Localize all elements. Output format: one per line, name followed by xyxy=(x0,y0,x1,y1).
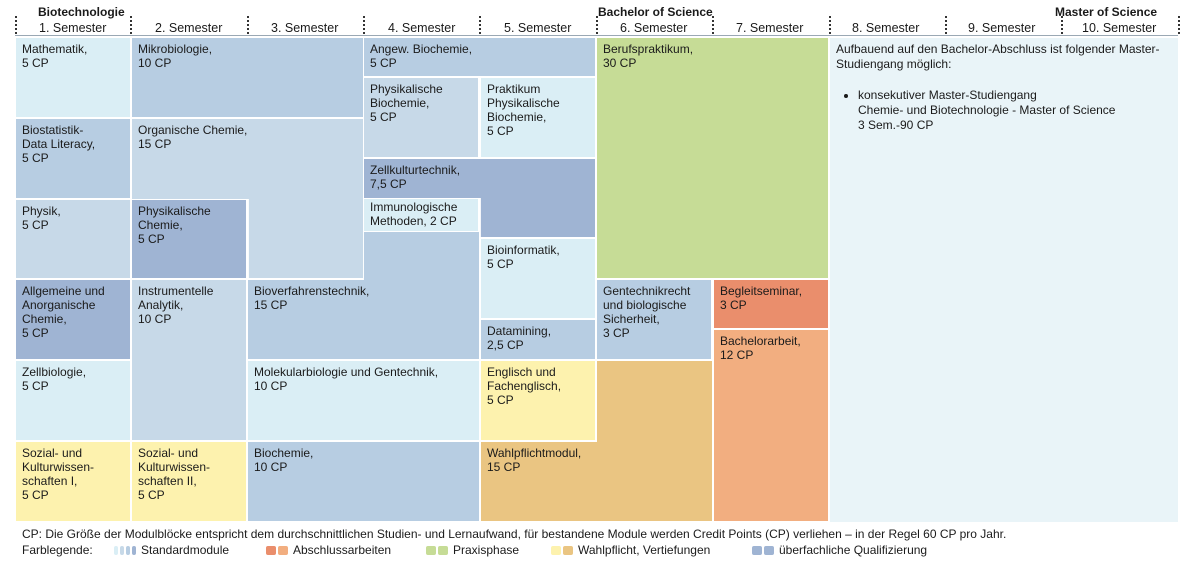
module-zellbiologie: Zellbiologie, 5 CP xyxy=(16,361,130,440)
biotech-title: Biotechnologie xyxy=(38,5,125,19)
legend-qualifizierung: überfachliche Qualifizierung xyxy=(752,543,927,557)
semester-separator xyxy=(1178,16,1180,34)
semester-4-label: 4. Semester xyxy=(388,21,456,35)
legend-wahlpflicht: Wahlpflicht, Vertiefungen xyxy=(551,543,710,557)
module-biochemie: Biochemie, 10 CP xyxy=(248,442,479,521)
semester-10-label: 10. Semester xyxy=(1082,21,1157,35)
module-begleitseminar: Begleitseminar, 3 CP xyxy=(714,280,828,328)
module-sozial-1: Sozial- und Kulturwissen- schaften I, 5 … xyxy=(16,442,130,521)
semester-9-label: 9. Semester xyxy=(968,21,1036,35)
semester-separator xyxy=(829,16,831,34)
module-physik: Physik, 5 CP xyxy=(16,200,130,278)
bachelor-title: Bachelor of Science xyxy=(598,5,713,19)
module-gentechnikrecht: Gentechnikrecht und biologische Sicherhe… xyxy=(597,280,711,359)
module-biostatistik: Biostatistik- Data Literacy, 5 CP xyxy=(16,119,130,198)
semester-separator xyxy=(130,16,132,34)
module-englisch: Englisch und Fachenglisch, 5 CP xyxy=(481,361,595,440)
legend-abschlussarbeiten: Abschlussarbeiten xyxy=(266,543,391,557)
semester-1-label: 1. Semester xyxy=(39,21,107,35)
module-bioinformatik: Bioinformatik, 5 CP xyxy=(481,239,595,318)
semester-2-label: 2. Semester xyxy=(155,21,223,35)
module-angew-biochemie: Angew. Biochemie, 5 CP xyxy=(364,38,595,76)
module-sozial-2: Sozial- und Kulturwissen- schaften II, 5… xyxy=(132,442,246,521)
master-info-bullet: konsekutiver Master-Studiengang Chemie- … xyxy=(858,88,1172,133)
legend-standardmodule: Standardmodule xyxy=(114,543,229,557)
orange-swatch-icon xyxy=(266,545,290,555)
multi-blue-swatch-icon xyxy=(114,545,138,555)
semester-separator xyxy=(363,16,365,34)
legend-label: Farblegende: xyxy=(22,543,93,557)
semester-separator xyxy=(945,16,947,34)
module-molekularbiologie: Molekularbiologie und Gentechnik, 10 CP xyxy=(248,361,479,440)
wahlpflicht-extension xyxy=(597,361,712,442)
master-info-panel: Aufbauend auf den Bachelor-Abschluss ist… xyxy=(830,38,1178,522)
blue-swatch-icon xyxy=(752,545,776,555)
semester-separator xyxy=(596,16,598,34)
semester-separator xyxy=(15,16,17,34)
green-swatch-icon xyxy=(426,545,450,555)
module-wahlpflichtmodul: Wahlpflichtmodul, 15 CP xyxy=(481,442,712,521)
module-bachelorarbeit: Bachelorarbeit, 12 CP xyxy=(714,330,828,521)
semester-separator xyxy=(479,16,481,34)
footnote: CP: Die Größe der Modulblöcke entspricht… xyxy=(22,527,1007,541)
legend-praxisphase: Praxisphase xyxy=(426,543,519,557)
module-allg-anorg-chemie: Allgemeine und Anorganische Chemie, 5 CP xyxy=(16,280,130,359)
semester-separator xyxy=(712,16,714,34)
yellow-orange-swatch-icon xyxy=(551,545,575,555)
master-title: Master of Science xyxy=(1055,5,1158,19)
module-physik-biochemie: Physikalische Biochemie, 5 CP xyxy=(364,78,478,157)
semester-5-label: 5. Semester xyxy=(504,21,572,35)
module-instrumentelle-analytik: Instrumentelle Analytik, 10 CP xyxy=(132,280,246,440)
module-berufspraktikum: Berufspraktikum, 30 CP xyxy=(597,38,828,278)
module-datamining: Datamining, 2,5 CP xyxy=(481,320,595,359)
module-mathematik: Mathematik, 5 CP xyxy=(16,38,130,117)
semester-3-label: 3. Semester xyxy=(271,21,339,35)
master-info-list: konsekutiver Master-Studiengang Chemie- … xyxy=(836,88,1172,133)
header-rule xyxy=(15,35,1178,36)
semester-separator xyxy=(247,16,249,34)
module-mikrobiologie: Mikrobiologie, 10 CP xyxy=(132,38,363,117)
semester-8-label: 8. Semester xyxy=(852,21,920,35)
master-info-intro: Aufbauend auf den Bachelor-Abschluss ist… xyxy=(836,42,1160,71)
module-praktikum-physik-biochemie: Praktikum Physikalische Biochemie, 5 CP xyxy=(481,78,595,157)
module-immunologische-methoden: Immunologische Methoden, 2 CP xyxy=(364,199,478,231)
semester-separator xyxy=(1061,16,1063,34)
semester-6-label: 6. Semester xyxy=(620,21,688,35)
semester-7-label: 7. Semester xyxy=(736,21,804,35)
module-physik-chemie: Physikalische Chemie, 5 CP xyxy=(132,200,246,278)
